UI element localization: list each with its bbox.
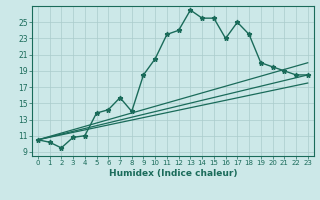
X-axis label: Humidex (Indice chaleur): Humidex (Indice chaleur) [108, 169, 237, 178]
